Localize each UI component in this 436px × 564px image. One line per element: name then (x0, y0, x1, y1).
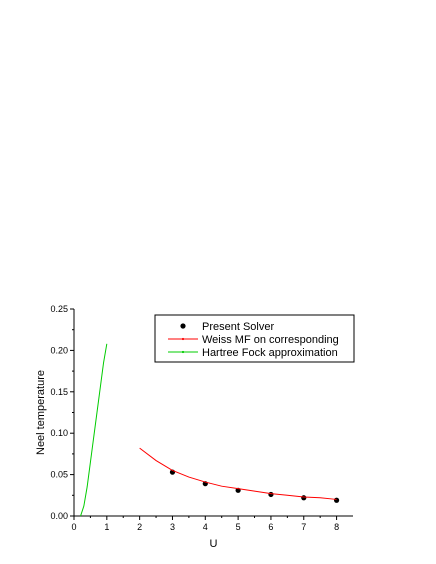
data-point (268, 491, 274, 498)
x-ticks: 0 1 2 3 4 5 6 7 8 (71, 516, 339, 532)
series-line-1 (139, 447, 337, 500)
legend-label: Hartree Fock approximation (202, 347, 338, 359)
x-tick-label: 0 (71, 522, 76, 532)
x-tick-label: 4 (203, 522, 208, 532)
data-point (333, 497, 340, 503)
y-tick-label: 0.05 (50, 470, 68, 480)
legend-dot-marker (181, 350, 185, 354)
x-tick-label: 1 (104, 522, 109, 532)
y-tick-label: 0.10 (50, 428, 68, 438)
y-tick-label: 0.00 (50, 511, 68, 521)
x-tick-label: 3 (170, 522, 175, 532)
y-tick-label: 0.15 (50, 387, 68, 397)
x-axis-title: U (210, 538, 218, 550)
data-point (301, 495, 307, 501)
series-layer (80, 343, 340, 517)
legend-label: Weiss MF on corresponding (202, 334, 339, 346)
x-tick-label: 5 (236, 522, 241, 532)
legend-point-marker (180, 323, 186, 329)
series-line-2 (80, 343, 108, 517)
y-tick-label: 0.20 (50, 345, 68, 355)
y-axis-title: Neel temperature (35, 370, 47, 455)
y-ticks: 0.00 0.05 0.10 0.15 0.20 0.25 (50, 304, 74, 521)
legend-label: Present Solver (202, 321, 274, 333)
x-tick-label: 8 (334, 522, 339, 532)
legend-dot-marker (181, 337, 185, 341)
x-tick-label: 2 (137, 522, 142, 532)
y-tick-label: 0.25 (50, 304, 68, 314)
x-tick-label: 7 (301, 522, 306, 532)
x-tick-label: 6 (268, 522, 273, 532)
